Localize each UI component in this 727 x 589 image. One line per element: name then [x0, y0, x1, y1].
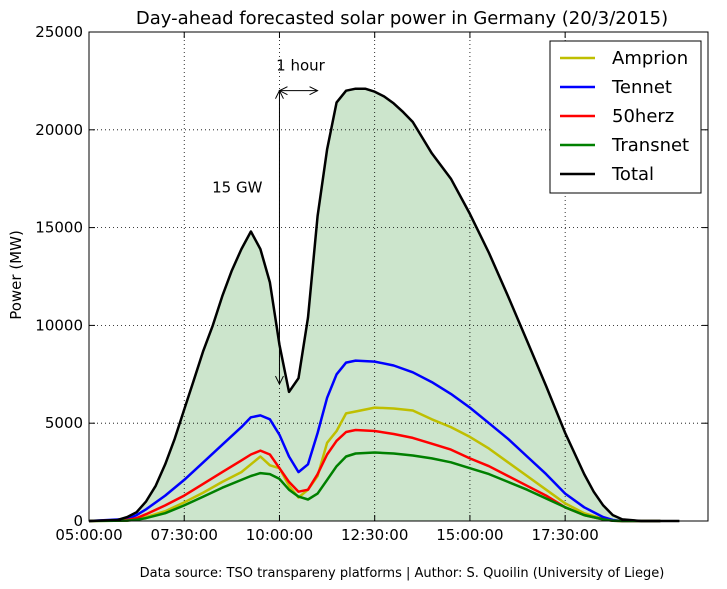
y-tick-label: 5000: [45, 414, 83, 432]
legend: Amprion Tennet 50herz Transnet Total: [549, 40, 702, 194]
footer-source: Data source: TSO transpareny platforms |…: [140, 566, 665, 581]
axes-frame: [88, 31, 709, 522]
series-line-total: [88, 87, 680, 523]
y-tick-label: 20000: [35, 121, 83, 139]
x-tick-label: 07:30:00: [151, 526, 218, 544]
y-tick-label: 15000: [35, 219, 83, 237]
y-axis-title: Power (MW): [7, 230, 25, 320]
chart-title: Day-ahead forecasted solar power in Germ…: [136, 8, 668, 29]
plot-area: 05:00:00 07:30:00 10:00:00 12:30:00 15:00:00…: [35, 23, 709, 544]
legend-label-total: Total: [611, 164, 654, 185]
series-line-amprion: [88, 406, 661, 523]
arrowhead: [309, 86, 319, 96]
x-tick-label: 12:30:00: [341, 526, 408, 544]
series-line-transnet: [88, 451, 661, 523]
x-tick-label: 05:00:00: [55, 526, 122, 544]
legend-label-50herz: 50herz: [612, 106, 674, 127]
arrowhead: [275, 89, 284, 99]
legend-label-transnet: Transnet: [611, 135, 689, 156]
legend-label-amprion: Amprion: [612, 48, 688, 69]
annotation-label-gw: 15 GW: [212, 178, 262, 196]
legend-label-tennet: Tennet: [611, 77, 672, 98]
total-area-fill: [89, 88, 680, 521]
x-tick-label: 15:00:00: [436, 526, 503, 544]
series-line-tennet: [88, 359, 661, 523]
x-tick-label: 17:30:00: [531, 526, 598, 544]
arrowhead: [275, 375, 284, 386]
y-tick-label: 0: [73, 512, 83, 530]
x-tick-label: 10:00:00: [246, 526, 313, 544]
y-tick-label: 10000: [35, 316, 83, 334]
y-tick-label: 25000: [35, 23, 83, 41]
annotation-label-hour: 1 hour: [276, 57, 326, 75]
